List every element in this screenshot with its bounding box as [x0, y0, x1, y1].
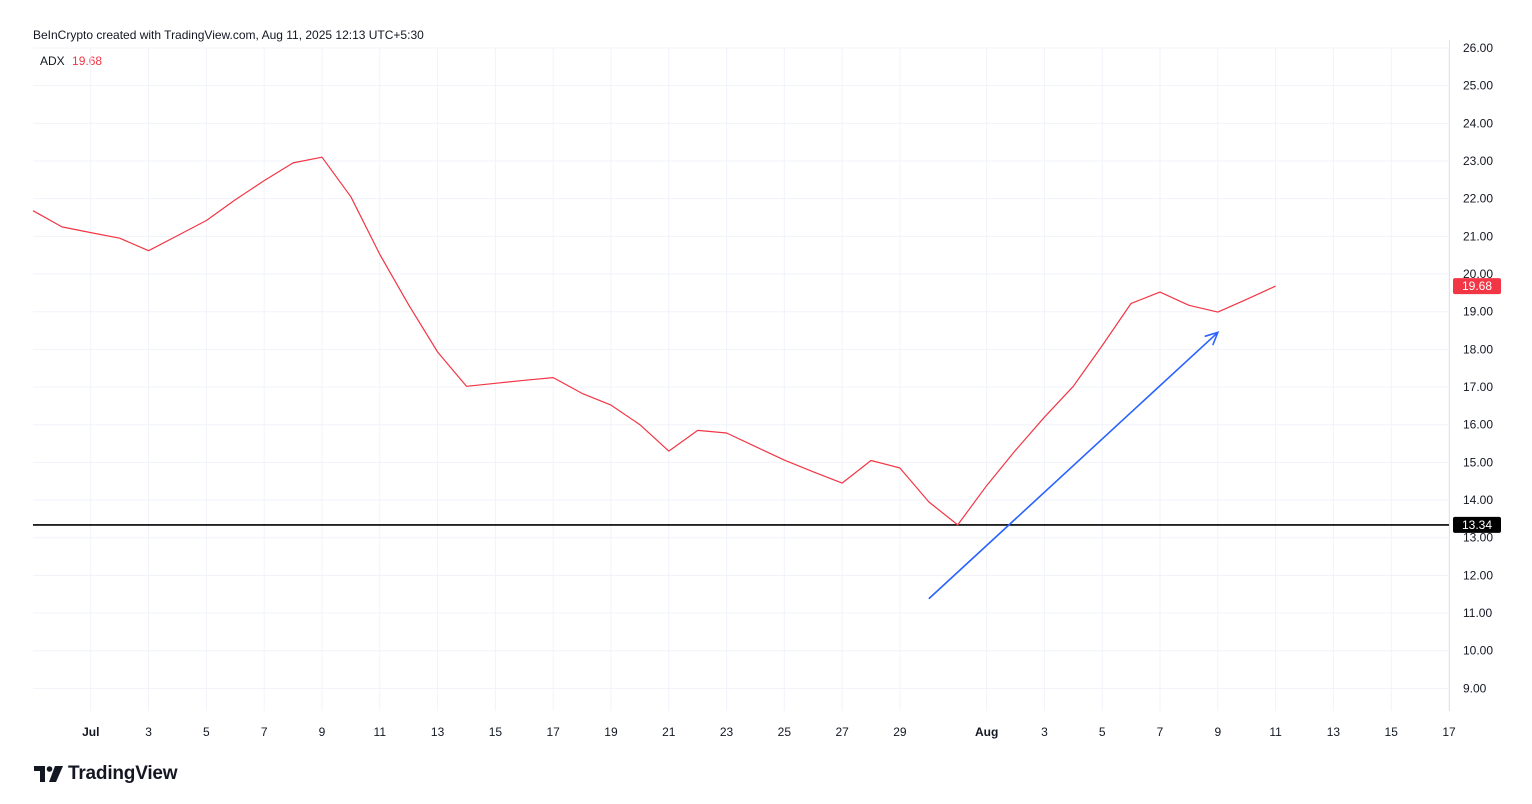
indicator-legend[interactable]: ADX 19.68	[40, 54, 102, 68]
x-tick-label: 9	[1214, 725, 1221, 739]
tradingview-logo[interactable]: TradingView	[34, 763, 178, 785]
y-tick-label: 9.00	[1463, 681, 1487, 695]
y-tick-label: 20.00	[1463, 267, 1493, 281]
x-tick-label: 27	[835, 725, 849, 739]
x-tick-label: 15	[489, 725, 503, 739]
x-tick-label: 13	[431, 725, 445, 739]
x-tick-label: 29	[893, 725, 907, 739]
y-tick-label: 22.00	[1463, 192, 1493, 206]
trend-arrow[interactable]	[928, 331, 1220, 600]
x-tick-label: 15	[1385, 725, 1399, 739]
chart-credit: BeInCrypto created with TradingView.com,…	[33, 28, 424, 42]
y-tick-label: 23.00	[1463, 154, 1493, 168]
y-tick-label: 19.00	[1463, 305, 1493, 319]
x-tick-label: 11	[374, 725, 387, 739]
last-value-badge-label: 19.68	[1462, 279, 1492, 293]
y-tick-label: 16.00	[1463, 418, 1493, 432]
x-tick-label: 21	[662, 725, 676, 739]
time-axis[interactable]: Jul 3 5 7 9 11 13 15 17 19 21 23 25 27 29 Aug 3 5 7 9 11 13 15…	[82, 725, 1456, 739]
adx-series-line	[32, 156, 1276, 526]
x-tick-label: 13	[1327, 725, 1341, 739]
y-tick-label: 21.00	[1463, 229, 1493, 243]
y-tick-label: 13.00	[1463, 531, 1493, 545]
support-level-badge-bg	[1453, 516, 1501, 533]
y-tick-label: 15.00	[1463, 455, 1493, 469]
tradingview-logo-text: TradingView	[68, 763, 178, 784]
series-layer	[32, 156, 1276, 526]
y-tick-label: 26.00	[1463, 41, 1493, 55]
x-tick-label: 17	[546, 725, 560, 739]
legend-indicator-name: ADX	[40, 54, 65, 68]
x-tick-label: 19	[604, 725, 618, 739]
tradingview-logo-icon	[34, 766, 63, 782]
y-tick-label: 12.00	[1463, 568, 1493, 582]
y-tick-label: 11.00	[1463, 606, 1492, 620]
axis-badges: 19.68 13.34	[1453, 278, 1501, 533]
x-tick-label: 25	[778, 725, 792, 739]
legend-indicator-value: 19.68	[72, 54, 103, 68]
y-tick-label: 18.00	[1463, 342, 1493, 356]
x-tick-label: 5	[1099, 725, 1106, 739]
y-tick-label: 17.00	[1463, 380, 1493, 394]
x-tick-label: 3	[1041, 725, 1048, 739]
x-tick-label: Jul	[82, 725, 99, 739]
x-tick-label: 11	[1269, 725, 1282, 739]
support-level-badge-label: 13.34	[1462, 518, 1492, 532]
x-tick-label: 7	[1157, 725, 1164, 739]
x-tick-label: 7	[261, 725, 268, 739]
x-tick-label: 9	[319, 725, 326, 739]
last-value-badge-bg	[1453, 278, 1501, 295]
arrow-head[interactable]	[1204, 331, 1220, 346]
x-tick-label: 17	[1442, 725, 1456, 739]
price-axis[interactable]: 9.00 10.00 11.00 12.00 13.00 14.00 15.00 16.00 1…	[1463, 41, 1493, 695]
x-tick-label: 3	[145, 725, 152, 739]
x-tick-label: Aug	[975, 725, 998, 739]
y-tick-label: 14.00	[1463, 493, 1493, 507]
arrow-shaft[interactable]	[928, 331, 1219, 600]
x-tick-label: 5	[203, 725, 210, 739]
chart-grid	[33, 40, 1450, 711]
adx-chart[interactable]: 9.0010.0011.0012.0013.0014.0015.0016.001…	[0, 0, 1532, 760]
y-tick-label: 10.00	[1463, 644, 1493, 658]
x-tick-label: 23	[720, 725, 734, 739]
y-tick-label: 25.00	[1463, 79, 1493, 93]
y-tick-label: 24.00	[1463, 116, 1493, 130]
